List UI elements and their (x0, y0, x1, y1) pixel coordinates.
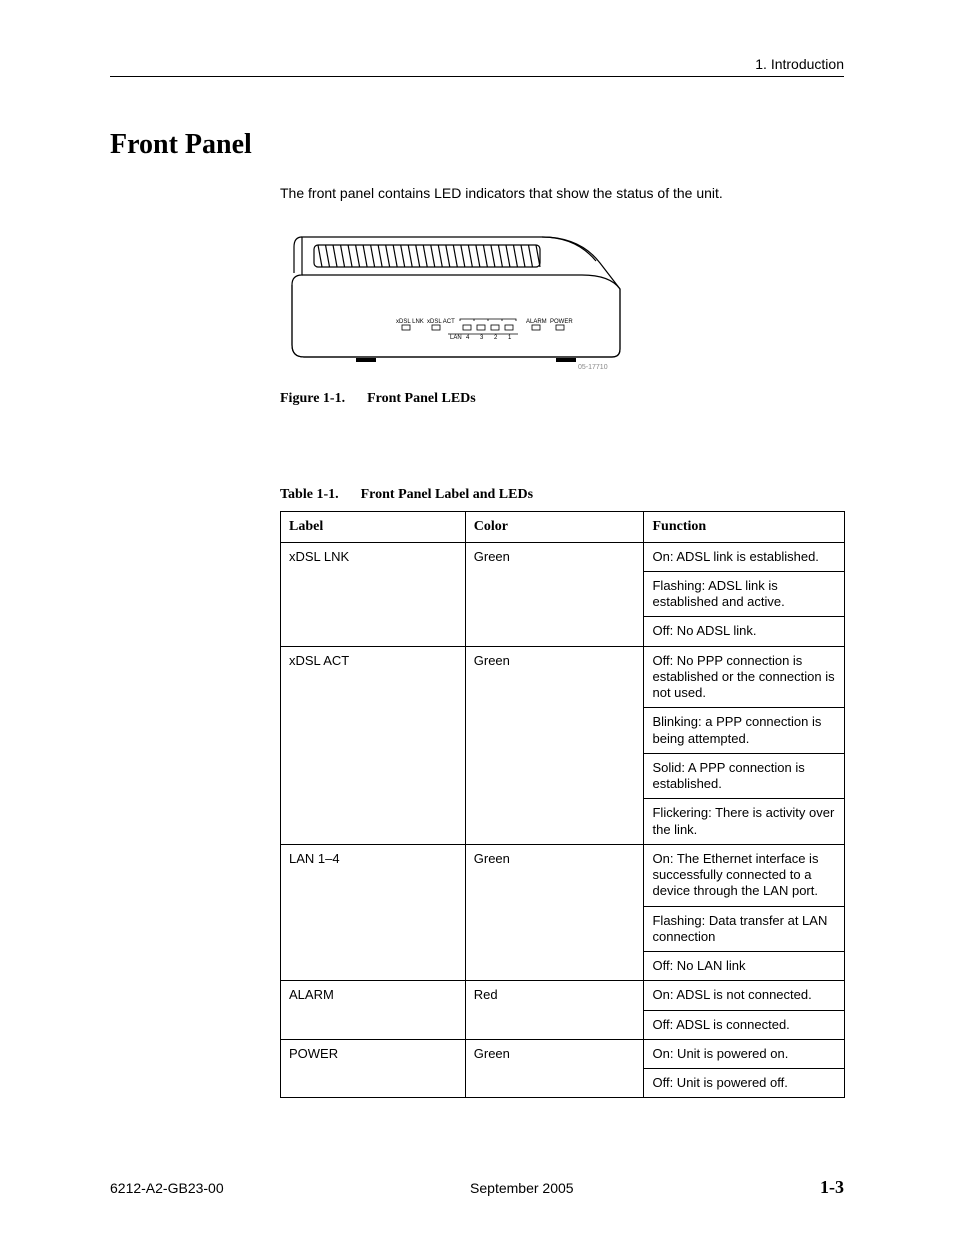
page-header: 1. Introduction (110, 56, 844, 77)
device-illustration: xDSL LNK xDSL ACT LAN 4 (280, 227, 642, 372)
label-alarm: ALARM (526, 319, 547, 325)
cell-color: Red (465, 981, 644, 1040)
cell-label: ALARM (281, 981, 466, 1040)
cell-label: xDSL ACT (281, 646, 466, 844)
cell-color: Green (465, 646, 644, 844)
th-label: Label (281, 512, 466, 543)
cell-color: Green (465, 1039, 644, 1098)
intro-text: The front panel contains LED indicators … (280, 185, 844, 201)
cell-function: Off: No PPP connection is established or… (644, 646, 845, 708)
figure-part-number: 05-17710 (578, 364, 608, 371)
label-power: POWER (550, 319, 573, 325)
foot-left (356, 358, 376, 362)
table-header-row: Label Color Function (281, 512, 845, 543)
foot-right (556, 358, 576, 362)
cell-function: Flashing: ADSL link is established and a… (644, 571, 845, 617)
cell-label: LAN 1–4 (281, 844, 466, 981)
label-lan: LAN (450, 335, 462, 341)
cell-function: Off: Unit is powered off. (644, 1069, 845, 1098)
figure-caption-prefix: Figure 1-1. (280, 391, 345, 406)
led-table: Label Color Function xDSL LNKGreenOn: AD… (280, 511, 845, 1098)
cell-function: Flickering: There is activity over the l… (644, 799, 845, 845)
cell-function: On: Unit is powered on. (644, 1039, 845, 1068)
cell-function: On: ADSL link is established. (644, 542, 845, 571)
cell-color: Green (465, 844, 644, 981)
page: 1. Introduction Front Panel The front pa… (0, 0, 954, 1236)
cell-function: On: The Ethernet interface is successful… (644, 844, 845, 906)
figure-caption: Figure 1-1. Front Panel LEDs (280, 391, 844, 407)
header-chapter: 1. Introduction (755, 56, 844, 72)
table-row: xDSL LNKGreenOn: ADSL link is establishe… (281, 542, 845, 571)
table-caption: Table 1-1. Front Panel Label and LEDs (280, 487, 844, 503)
cell-function: Solid: A PPP connection is established. (644, 753, 845, 799)
table-row: LAN 1–4GreenOn: The Ethernet interface i… (281, 844, 845, 906)
page-footer: 6212-A2-GB23-00 September 2005 1-3 (110, 1177, 844, 1198)
figure-caption-title: Front Panel LEDs (367, 391, 476, 406)
cell-label: xDSL LNK (281, 542, 466, 646)
table-row: ALARMRedOn: ADSL is not connected. (281, 981, 845, 1010)
label-xdsl-lnk: xDSL LNK (396, 319, 424, 325)
cell-function: Off: No ADSL link. (644, 617, 845, 646)
footer-page-number: 1-3 (820, 1177, 844, 1198)
table-caption-title: Front Panel Label and LEDs (361, 487, 533, 502)
cell-function: Off: ADSL is connected. (644, 1010, 845, 1039)
cell-color: Green (465, 542, 644, 646)
footer-date: September 2005 (470, 1180, 574, 1196)
th-color: Color (465, 512, 644, 543)
cell-function: Blinking: a PPP connection is being atte… (644, 708, 845, 754)
cell-function: On: ADSL is not connected. (644, 981, 845, 1010)
section-title: Front Panel (110, 129, 844, 161)
cell-function: Flashing: Data transfer at LAN connectio… (644, 906, 845, 952)
footer-doc-id: 6212-A2-GB23-00 (110, 1180, 224, 1196)
cell-label: POWER (281, 1039, 466, 1098)
table-row: xDSL ACTGreenOff: No PPP connection is e… (281, 646, 845, 708)
figure-front-panel: xDSL LNK xDSL ACT LAN 4 (280, 227, 844, 377)
table-caption-prefix: Table 1-1. (280, 487, 339, 502)
label-xdsl-act: xDSL ACT (427, 319, 455, 325)
table-row: POWERGreenOn: Unit is powered on. (281, 1039, 845, 1068)
cell-function: Off: No LAN link (644, 952, 845, 981)
th-function: Function (644, 512, 845, 543)
